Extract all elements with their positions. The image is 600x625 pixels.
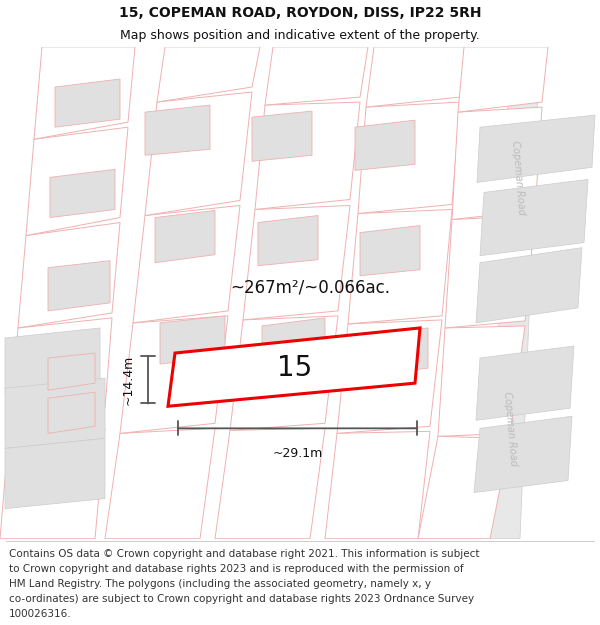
Polygon shape [476,248,582,323]
Polygon shape [418,436,510,539]
Polygon shape [105,428,215,539]
Polygon shape [255,102,360,209]
Text: 100026316.: 100026316. [9,609,71,619]
Text: co-ordinates) are subject to Crown copyright and database rights 2023 Ordnance S: co-ordinates) are subject to Crown copyr… [9,594,474,604]
Polygon shape [168,328,420,406]
Polygon shape [18,222,120,328]
Polygon shape [26,127,128,236]
Polygon shape [5,438,105,509]
Polygon shape [358,102,460,214]
Polygon shape [262,318,325,366]
Polygon shape [5,328,100,393]
Polygon shape [48,261,110,311]
Text: Contains OS data © Crown copyright and database right 2021. This information is : Contains OS data © Crown copyright and d… [9,549,479,559]
Polygon shape [366,47,468,107]
Polygon shape [215,428,325,539]
Polygon shape [360,226,420,276]
Polygon shape [133,206,240,323]
Polygon shape [458,47,548,112]
Polygon shape [452,107,542,219]
Polygon shape [55,79,120,127]
Polygon shape [160,316,225,364]
Polygon shape [48,392,95,433]
Polygon shape [243,206,350,320]
Text: Copeman Road: Copeman Road [502,391,518,466]
Polygon shape [5,378,105,448]
Polygon shape [477,115,595,182]
Text: to Crown copyright and database rights 2023 and is reproduced with the permissio: to Crown copyright and database rights 2… [9,564,464,574]
Text: ~267m²/~0.066ac.: ~267m²/~0.066ac. [230,279,390,297]
Polygon shape [145,105,210,155]
Text: Copeman Road: Copeman Road [510,140,526,215]
Polygon shape [490,47,540,539]
Text: ~14.4m: ~14.4m [121,354,134,405]
Polygon shape [445,216,535,328]
Polygon shape [337,320,442,433]
Polygon shape [34,47,135,139]
Polygon shape [474,416,572,492]
Text: 15, COPEMAN ROAD, ROYDON, DISS, IP22 5RH: 15, COPEMAN ROAD, ROYDON, DISS, IP22 5RH [119,6,481,20]
Polygon shape [10,318,112,418]
Polygon shape [155,211,215,262]
Polygon shape [157,47,260,102]
Polygon shape [348,209,452,324]
Polygon shape [0,418,105,539]
Text: HM Land Registry. The polygons (including the associated geometry, namely x, y: HM Land Registry. The polygons (includin… [9,579,431,589]
Polygon shape [438,326,525,436]
Polygon shape [230,316,338,431]
Polygon shape [355,120,415,171]
Polygon shape [476,346,574,420]
Polygon shape [258,216,318,266]
Polygon shape [365,328,428,376]
Text: Map shows position and indicative extent of the property.: Map shows position and indicative extent… [120,29,480,42]
Polygon shape [265,47,368,105]
Polygon shape [145,92,252,216]
Polygon shape [252,111,312,161]
Polygon shape [120,316,228,433]
Polygon shape [325,431,430,539]
Polygon shape [50,169,115,217]
Text: 15: 15 [277,354,312,382]
Text: ~29.1m: ~29.1m [272,447,323,460]
Polygon shape [48,353,95,390]
Polygon shape [480,179,588,256]
